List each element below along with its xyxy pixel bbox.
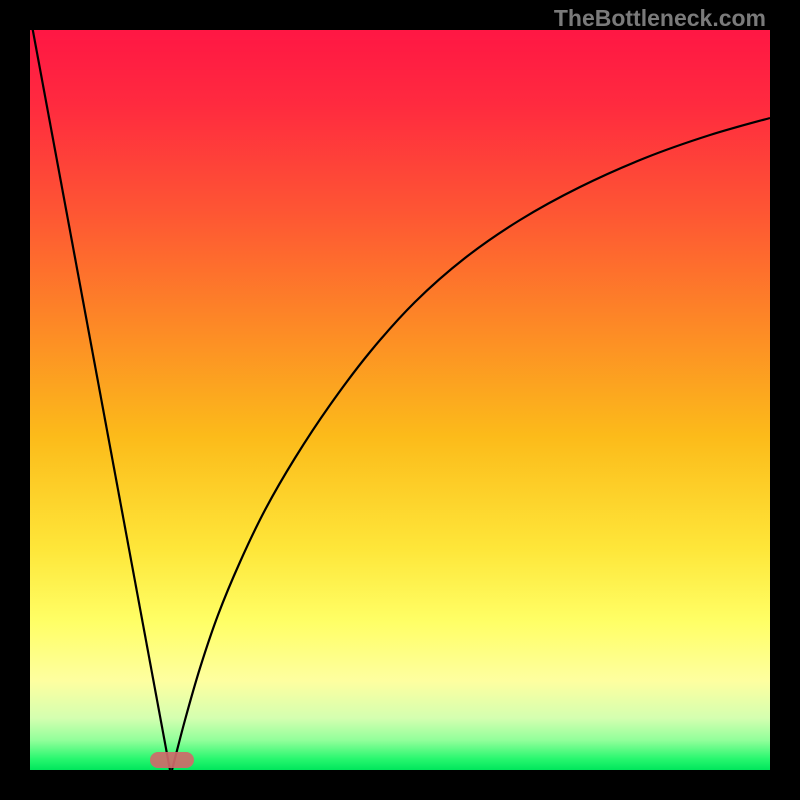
chart-container: TheBottleneck.com [0, 0, 800, 800]
watermark-text: TheBottleneck.com [554, 5, 766, 32]
plot-area [30, 30, 770, 770]
optimal-marker [30, 30, 770, 770]
